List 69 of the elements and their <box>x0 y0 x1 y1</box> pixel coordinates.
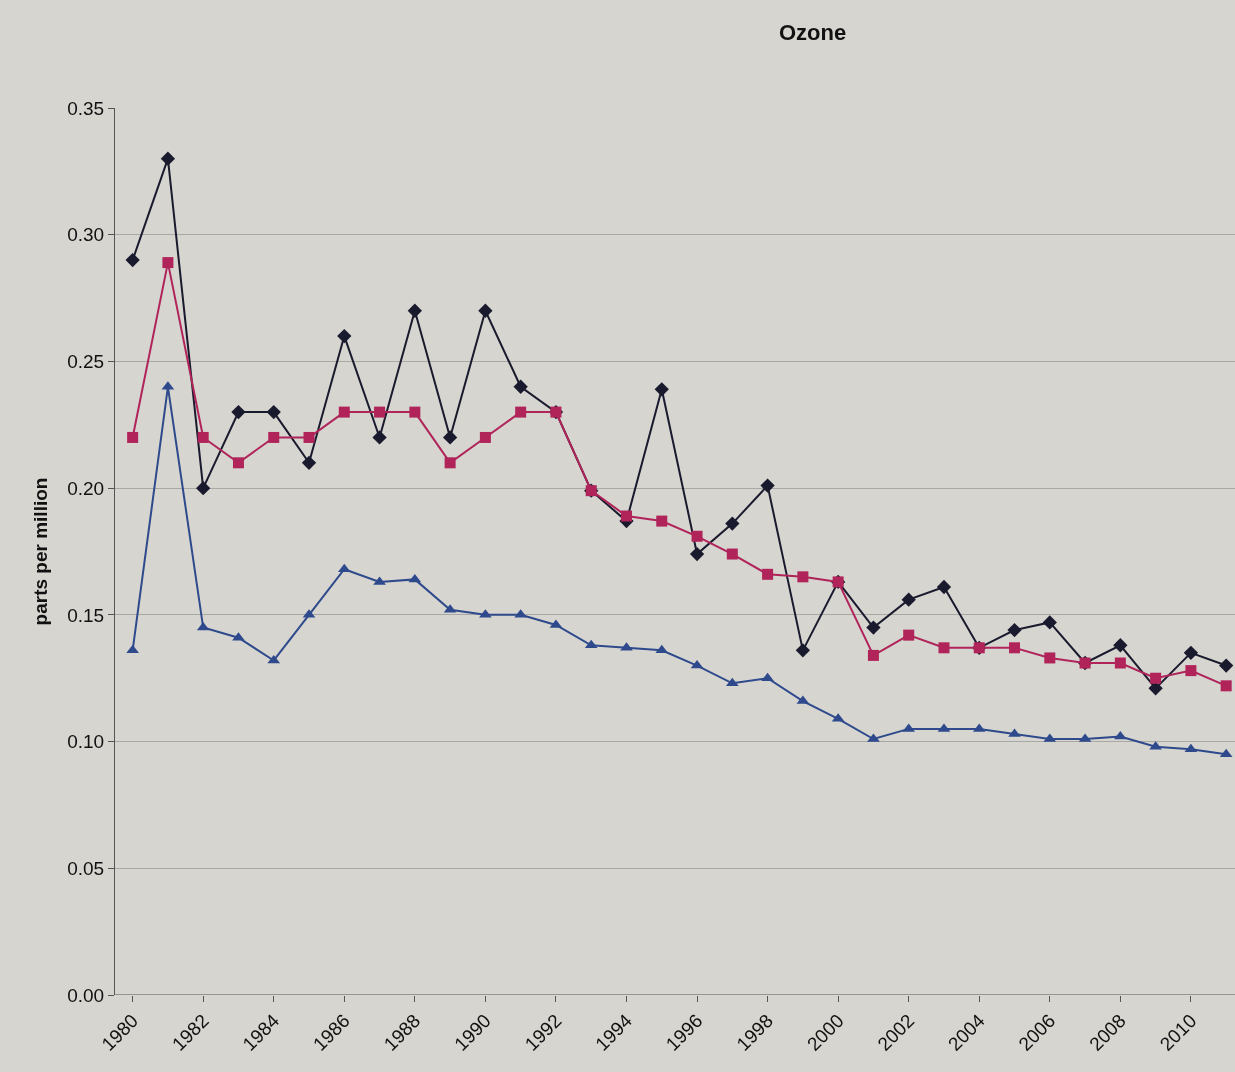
point <box>125 252 140 268</box>
point <box>196 480 211 496</box>
point <box>654 382 669 397</box>
point <box>584 639 598 649</box>
point <box>866 620 881 635</box>
point <box>1185 665 1197 677</box>
point <box>936 579 952 595</box>
point <box>479 431 491 443</box>
point <box>1220 680 1232 692</box>
y-tick-label: 0.30 <box>67 224 105 246</box>
point <box>726 548 738 560</box>
point <box>266 404 281 420</box>
point <box>478 303 493 318</box>
point <box>303 431 315 443</box>
point <box>160 151 176 166</box>
point <box>762 568 774 580</box>
point <box>1044 652 1056 664</box>
point <box>1114 657 1126 669</box>
point <box>795 643 811 658</box>
y-tick-label: 0.20 <box>67 477 105 499</box>
point <box>444 457 456 469</box>
y-tick-label: 0.00 <box>67 984 105 1006</box>
point <box>407 303 422 318</box>
point <box>442 430 458 445</box>
point <box>655 644 669 654</box>
y-tick-label: 0.25 <box>67 351 105 373</box>
point <box>409 406 421 418</box>
point <box>1113 638 1128 653</box>
point <box>126 644 139 654</box>
point <box>725 516 740 531</box>
point <box>1150 672 1162 684</box>
point <box>231 404 246 420</box>
point <box>867 649 879 661</box>
point <box>1009 642 1021 654</box>
point <box>797 571 809 583</box>
point <box>337 328 352 344</box>
point <box>656 515 668 527</box>
point <box>408 573 422 583</box>
point <box>127 431 139 443</box>
point <box>162 257 174 269</box>
point <box>689 546 705 562</box>
point <box>1007 622 1022 638</box>
point <box>691 530 703 542</box>
point <box>760 478 775 493</box>
y-tick-label: 0.10 <box>67 731 105 753</box>
point <box>232 457 244 469</box>
point <box>197 431 209 443</box>
point <box>301 455 317 470</box>
y-tick-label: 0.15 <box>67 604 105 626</box>
point <box>901 592 916 607</box>
point <box>374 406 386 418</box>
point <box>268 431 280 443</box>
point <box>513 379 528 394</box>
point <box>338 406 350 418</box>
point <box>1042 615 1057 630</box>
y-tick-label: 0.05 <box>67 857 105 879</box>
point <box>1219 658 1234 673</box>
point <box>1148 681 1163 696</box>
point <box>903 629 915 641</box>
chart-title: Ozone <box>779 20 847 46</box>
point <box>515 406 527 418</box>
point <box>938 642 950 654</box>
point <box>725 677 739 687</box>
y-axis-title: parts per million <box>30 477 52 626</box>
point <box>267 654 281 664</box>
point <box>621 510 632 522</box>
y-tick-label: 0.35 <box>67 97 105 119</box>
point <box>1183 645 1199 661</box>
point <box>372 430 387 445</box>
